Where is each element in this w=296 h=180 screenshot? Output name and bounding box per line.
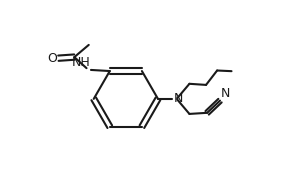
Text: O: O bbox=[47, 52, 57, 65]
Text: N: N bbox=[173, 92, 183, 105]
Text: NH: NH bbox=[71, 57, 90, 69]
Text: N: N bbox=[221, 87, 230, 100]
